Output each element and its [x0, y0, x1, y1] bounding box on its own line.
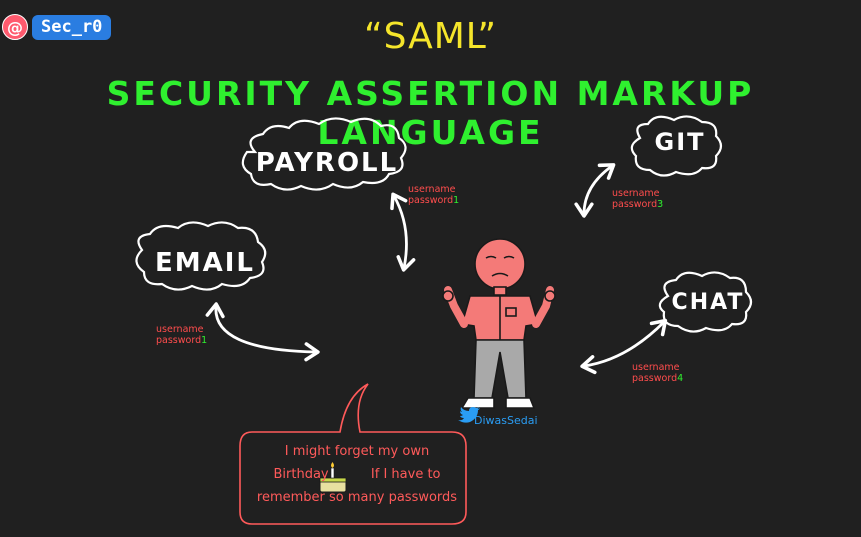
chat-username: username: [632, 362, 680, 373]
payroll-username: username: [408, 184, 456, 195]
payroll-credentials: username password1: [408, 184, 459, 206]
at-icon: @: [2, 14, 28, 40]
email-password-number: 1: [201, 335, 208, 346]
chat-cloud: [658, 271, 753, 333]
arrow-email: [205, 302, 320, 362]
email-username: username: [156, 324, 204, 335]
arrow-payroll: [390, 192, 416, 272]
speech-line-3: remember so many passwords: [256, 490, 458, 505]
speech-line-2-start: Birthday: [273, 467, 329, 482]
git-password: password: [612, 199, 658, 210]
speech-bubble: [239, 383, 467, 525]
chat-password: password: [632, 373, 678, 384]
git-password-number: 3: [657, 199, 664, 210]
speech-line-1: I might forget my own: [284, 444, 430, 459]
speech-line-2: Birthday If I have to: [248, 463, 466, 486]
chat-password-number: 4: [677, 373, 684, 384]
speech-text: I might forget my own Birthday If I have…: [248, 440, 466, 509]
artist-credit[interactable]: DiwasSedai: [474, 414, 538, 427]
artist-name: DiwasSedai: [474, 414, 538, 427]
author-handle[interactable]: @ Sec_r0: [2, 14, 112, 40]
arrow-git: [574, 163, 616, 218]
git-username: username: [612, 188, 660, 199]
payroll-password-number: 1: [453, 195, 460, 206]
twitter-bird-icon: [458, 407, 480, 423]
chat-credentials: username password4: [632, 362, 683, 384]
page-subtitle: SECURITY ASSERTION MARKUP LANGUAGE: [106, 74, 755, 152]
chat-label: CHAT: [671, 290, 745, 315]
payroll-label: PAYROLL: [255, 148, 399, 178]
payroll-cloud: [241, 117, 407, 191]
git-label: GIT: [654, 128, 706, 156]
payroll-password: password: [408, 195, 454, 206]
arrow-chat: [580, 318, 668, 375]
page-title: “SAML”: [363, 16, 498, 57]
person-figure: [442, 238, 556, 409]
email-cloud: [135, 221, 267, 291]
email-label: EMAIL: [155, 248, 255, 278]
speech-line-2-end: If I have to: [370, 467, 441, 482]
git-cloud: [630, 115, 723, 177]
git-credentials: username password3: [612, 188, 663, 210]
cake-icon: [319, 462, 347, 493]
email-password: password: [156, 335, 202, 346]
email-credentials: username password1: [156, 324, 207, 346]
handle-name: Sec_r0: [32, 14, 112, 40]
